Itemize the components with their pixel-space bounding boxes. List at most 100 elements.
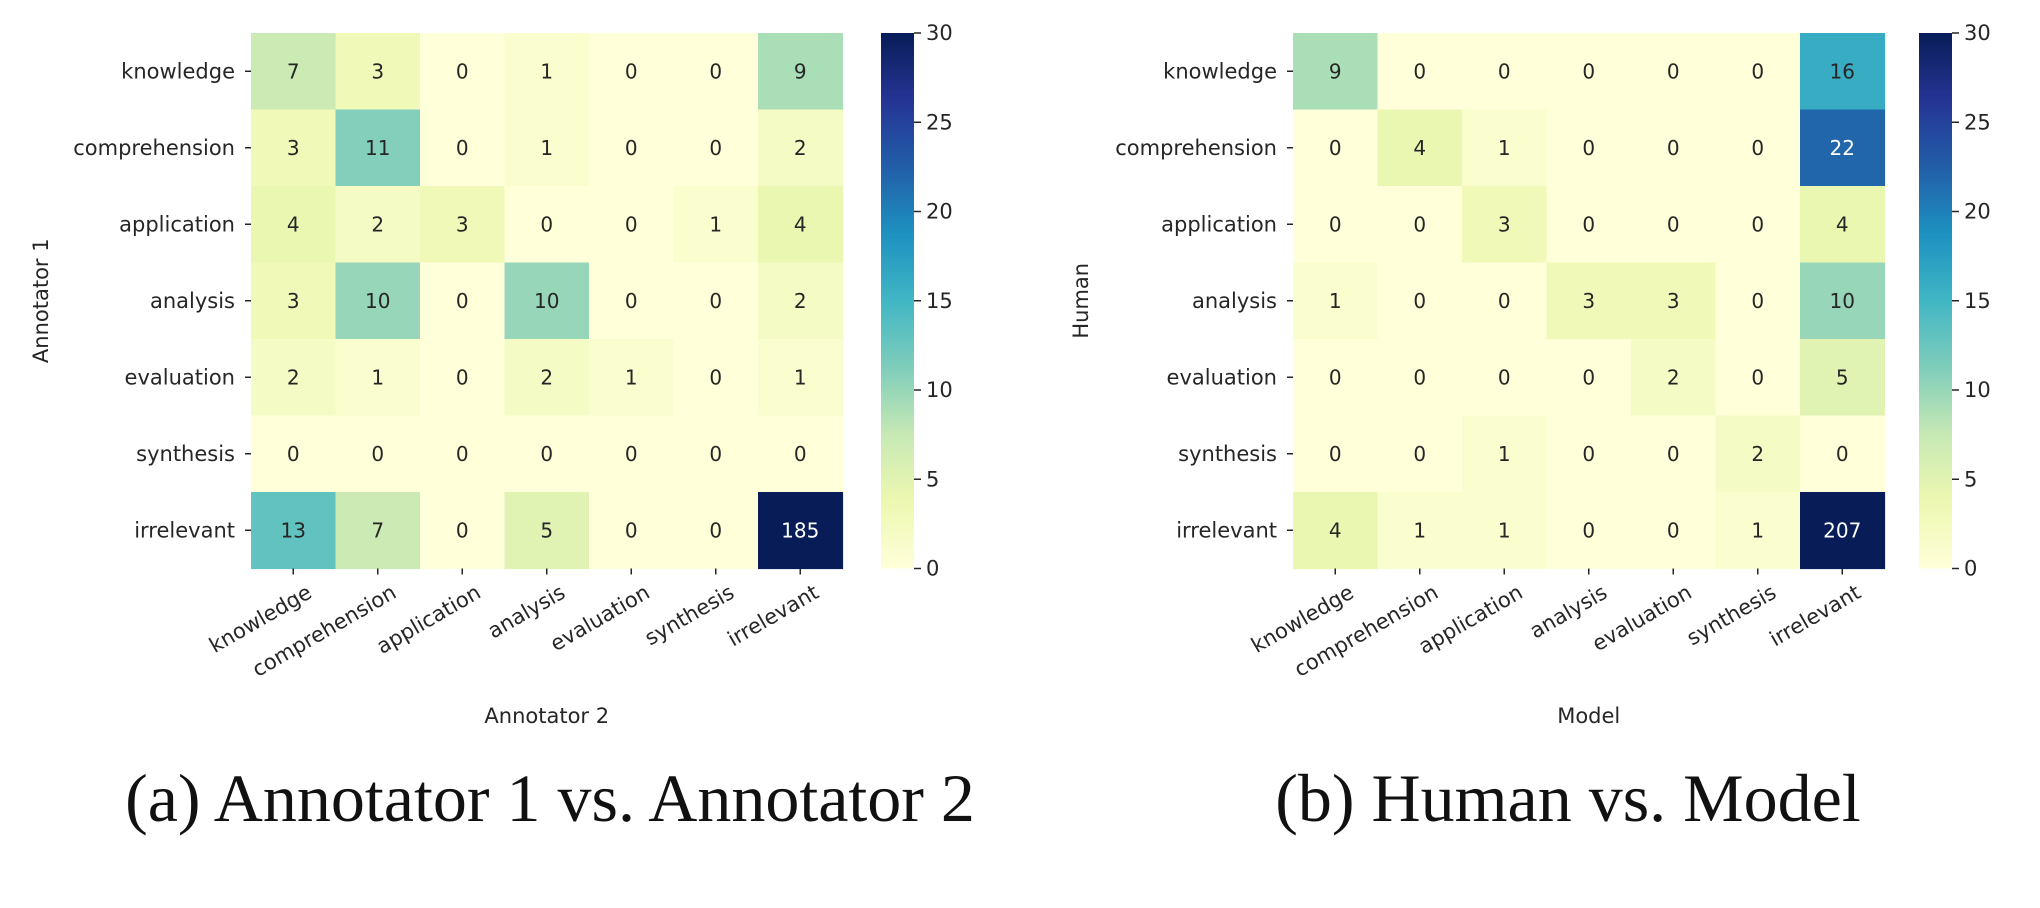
cell-evaluation-application bbox=[420, 339, 506, 417]
cell-irrelevant-evaluation bbox=[589, 492, 675, 570]
cell-value-label: 4 bbox=[287, 212, 300, 236]
cell-knowledge-analysis bbox=[504, 33, 590, 111]
y-tick-label: synthesis bbox=[1178, 442, 1277, 466]
cell-knowledge-evaluation bbox=[1631, 33, 1717, 111]
colorbar-tick-label: 20 bbox=[926, 200, 953, 224]
cell-analysis-evaluation bbox=[1631, 262, 1717, 340]
cell-application-evaluation bbox=[1631, 186, 1717, 264]
x-axis-title: Annotator 2 bbox=[484, 704, 609, 728]
cell-comprehension-irrelevant bbox=[758, 109, 844, 187]
cell-knowledge-knowledge bbox=[251, 33, 337, 111]
cell-knowledge-synthesis bbox=[673, 33, 759, 111]
cell-value-label: 0 bbox=[1836, 442, 1849, 466]
cell-value-label: 0 bbox=[1751, 365, 1764, 389]
cell-value-label: 0 bbox=[625, 289, 638, 313]
cell-comprehension-application bbox=[420, 109, 506, 187]
cell-value-label: 0 bbox=[1498, 365, 1511, 389]
cell-irrelevant-evaluation bbox=[1631, 492, 1717, 570]
cell-value-label: 0 bbox=[1582, 212, 1595, 236]
cell-knowledge-synthesis bbox=[1715, 33, 1801, 111]
cell-knowledge-irrelevant bbox=[1800, 33, 1886, 111]
cell-value-label: 0 bbox=[1329, 442, 1342, 466]
cell-comprehension-evaluation bbox=[1631, 109, 1717, 187]
colorbar-tick-label: 5 bbox=[1964, 467, 1977, 491]
cell-comprehension-knowledge bbox=[1293, 109, 1379, 187]
cell-value-label: 2 bbox=[1667, 365, 1680, 389]
cell-value-label: 4 bbox=[794, 212, 807, 236]
cell-irrelevant-synthesis bbox=[1715, 492, 1801, 570]
cell-application-knowledge bbox=[1293, 186, 1379, 264]
x-tick-label: comprehension bbox=[1290, 580, 1442, 682]
cell-analysis-knowledge bbox=[251, 262, 337, 340]
cell-application-knowledge bbox=[251, 186, 337, 264]
cell-analysis-synthesis bbox=[673, 262, 759, 340]
cell-synthesis-application bbox=[420, 415, 506, 493]
cell-knowledge-application bbox=[1462, 33, 1548, 111]
cell-synthesis-application bbox=[1462, 415, 1548, 493]
cell-value-label: 0 bbox=[540, 212, 553, 236]
cell-application-analysis bbox=[504, 186, 590, 264]
cell-evaluation-synthesis bbox=[1715, 339, 1801, 417]
cell-knowledge-evaluation bbox=[589, 33, 675, 111]
cell-value-label: 0 bbox=[1413, 289, 1426, 313]
cell-irrelevant-knowledge bbox=[251, 492, 337, 570]
cell-value-label: 9 bbox=[794, 59, 807, 83]
cell-evaluation-irrelevant bbox=[1800, 339, 1886, 417]
cell-value-label: 0 bbox=[1582, 136, 1595, 160]
cell-value-label: 4 bbox=[1413, 136, 1426, 160]
cell-knowledge-comprehension bbox=[1377, 33, 1463, 111]
y-tick-label: evaluation bbox=[1167, 365, 1277, 389]
colorbar-tick-label: 0 bbox=[926, 557, 939, 581]
y-tick-label: application bbox=[1161, 212, 1277, 236]
cell-value-label: 0 bbox=[625, 136, 638, 160]
cell-value-label: 0 bbox=[1751, 136, 1764, 160]
cell-value-label: 13 bbox=[281, 518, 306, 542]
cell-value-label: 3 bbox=[287, 136, 300, 160]
cell-comprehension-analysis bbox=[1546, 109, 1632, 187]
cell-value-label: 0 bbox=[1413, 442, 1426, 466]
colorbar-tick-label: 10 bbox=[926, 378, 953, 402]
cell-value-label: 0 bbox=[709, 442, 722, 466]
cell-analysis-comprehension bbox=[335, 262, 421, 340]
cell-value-label: 10 bbox=[534, 289, 559, 313]
cell-application-comprehension bbox=[1377, 186, 1463, 264]
cell-application-irrelevant bbox=[1800, 186, 1886, 264]
cell-knowledge-application bbox=[420, 33, 506, 111]
cell-value-label: 10 bbox=[1830, 289, 1855, 313]
cell-value-label: 2 bbox=[287, 365, 300, 389]
cell-irrelevant-analysis bbox=[1546, 492, 1632, 570]
cell-value-label: 0 bbox=[456, 289, 469, 313]
cell-irrelevant-application bbox=[1462, 492, 1548, 570]
cell-value-label: 1 bbox=[1329, 289, 1342, 313]
cell-irrelevant-analysis bbox=[504, 492, 590, 570]
colorbar-tick-label: 0 bbox=[1964, 557, 1977, 581]
cell-value-label: 0 bbox=[1751, 289, 1764, 313]
cell-irrelevant-synthesis bbox=[673, 492, 759, 570]
y-tick-label: comprehension bbox=[73, 136, 235, 160]
cell-analysis-analysis bbox=[504, 262, 590, 340]
cell-analysis-application bbox=[1462, 262, 1548, 340]
cell-application-application bbox=[420, 186, 506, 264]
cell-value-label: 0 bbox=[625, 518, 638, 542]
cell-analysis-irrelevant bbox=[758, 262, 844, 340]
y-tick-label: application bbox=[119, 212, 235, 236]
y-tick-label: knowledge bbox=[1163, 59, 1277, 83]
cell-value-label: 0 bbox=[709, 289, 722, 313]
cell-value-label: 3 bbox=[1498, 212, 1511, 236]
colorbar-tick-label: 15 bbox=[1964, 289, 1991, 313]
cell-value-label: 0 bbox=[625, 59, 638, 83]
cell-synthesis-irrelevant bbox=[758, 415, 844, 493]
cell-value-label: 7 bbox=[287, 59, 300, 83]
cell-value-label: 1 bbox=[1413, 518, 1426, 542]
cell-synthesis-evaluation bbox=[589, 415, 675, 493]
cell-synthesis-comprehension bbox=[335, 415, 421, 493]
cell-value-label: 1 bbox=[625, 365, 638, 389]
cell-value-label: 207 bbox=[1823, 518, 1861, 542]
cell-evaluation-synthesis bbox=[673, 339, 759, 417]
cell-synthesis-irrelevant bbox=[1800, 415, 1886, 493]
cell-knowledge-knowledge bbox=[1293, 33, 1379, 111]
cell-value-label: 0 bbox=[1413, 365, 1426, 389]
cell-irrelevant-knowledge bbox=[1293, 492, 1379, 570]
colorbar bbox=[881, 33, 914, 569]
cell-irrelevant-irrelevant bbox=[1800, 492, 1886, 570]
